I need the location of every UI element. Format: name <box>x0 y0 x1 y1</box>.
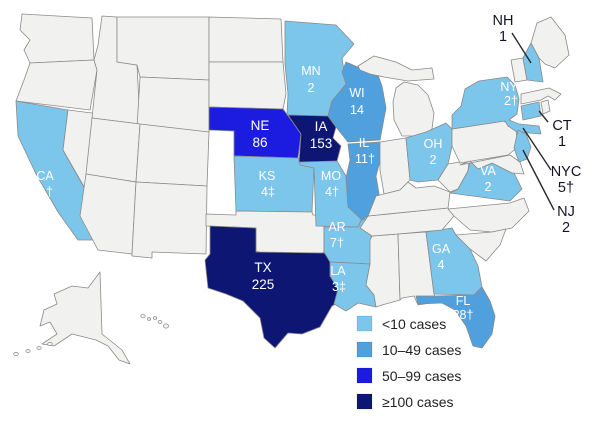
state-mi <box>392 81 435 137</box>
state-nh <box>522 42 544 83</box>
state-label-wi: WI 14 <box>349 86 364 117</box>
state-nd <box>208 16 284 63</box>
callouts-layer: NH 1 CT 1 NYC 5† NJ 2 <box>493 13 582 236</box>
state-me <box>530 16 570 69</box>
aleutian-islands <box>13 342 53 356</box>
state-fl <box>415 286 496 349</box>
state-ct <box>520 101 542 121</box>
legend: <10 cases 10–49 cases 50–99 cases ≥100 c… <box>356 315 461 410</box>
state-ny <box>451 76 542 135</box>
state-sd <box>208 61 287 110</box>
state-label-ne: NE 86 <box>251 118 270 150</box>
state-or <box>15 59 98 111</box>
state-oh <box>405 122 453 183</box>
state-az <box>79 173 137 255</box>
state-label-ks: KS 4‡ <box>259 169 276 199</box>
legend-swatch-gte100 <box>356 393 373 410</box>
state-label-va: VA 2 <box>480 164 496 194</box>
state-nj <box>513 129 532 163</box>
states-layer <box>13 13 570 365</box>
legend-swatch-50-99 <box>356 367 373 384</box>
legend-label-gte100: ≥100 cases <box>382 394 454 410</box>
state-md <box>459 154 525 175</box>
callout-line-nh <box>511 32 532 64</box>
state-nm <box>131 181 208 259</box>
callout-label-nj: NJ 2 <box>557 204 575 236</box>
callout-label-ct: CT 1 <box>552 118 571 150</box>
legend-label-lt10: <10 cases <box>382 316 446 332</box>
state-label-ny: NY 2† <box>500 80 518 108</box>
state-label-oh: OH 2 <box>424 137 443 167</box>
callout-label-nyc: NYC 5† <box>551 164 582 196</box>
callout-line-nyc <box>522 127 552 171</box>
legend-swatch-10-49 <box>356 341 373 358</box>
state-label-ga: GA 4 <box>432 242 451 272</box>
state-ut <box>85 117 141 183</box>
state-label-fl: FL 28† <box>453 294 474 322</box>
state-label-la: LA 3‡ <box>330 264 346 294</box>
state-nc <box>447 197 530 233</box>
state-ga <box>425 227 483 296</box>
state-ri <box>540 99 551 115</box>
state-label-ia: IA 153 <box>310 119 333 151</box>
state-label-ar: AR 7† <box>328 220 345 250</box>
state-label-tx: TX 225 <box>252 260 275 292</box>
state-label-ca: CA 1† <box>36 169 54 199</box>
state-ma <box>520 87 562 105</box>
callout-label-nh: NH 1 <box>493 13 514 45</box>
legend-label-50-99: 50–99 cases <box>382 368 461 384</box>
state-ak <box>39 271 131 365</box>
state-wy <box>136 76 210 133</box>
legend-label-10-49: 10–49 cases <box>382 342 461 358</box>
state-label-il: IL 11† <box>355 136 375 166</box>
hawaii-islands <box>140 313 169 329</box>
state-labels-layer: CA 1† MN 2 WI 14 IA 153 NE 86 IL 11† KS 4‡ MO 4†… <box>36 64 518 322</box>
state-ks <box>233 155 315 213</box>
callout-line-nj <box>522 149 555 211</box>
state-label-mo: MO 4† <box>321 169 341 199</box>
state-co <box>135 123 210 187</box>
callout-line-ct <box>538 110 549 123</box>
state-label-mn: MN 2 <box>301 64 320 95</box>
state-ky <box>367 181 451 217</box>
legend-swatch-lt10 <box>356 315 373 332</box>
state-sc <box>455 228 507 262</box>
state-mi-upper <box>357 55 435 82</box>
state-wa <box>19 13 95 64</box>
